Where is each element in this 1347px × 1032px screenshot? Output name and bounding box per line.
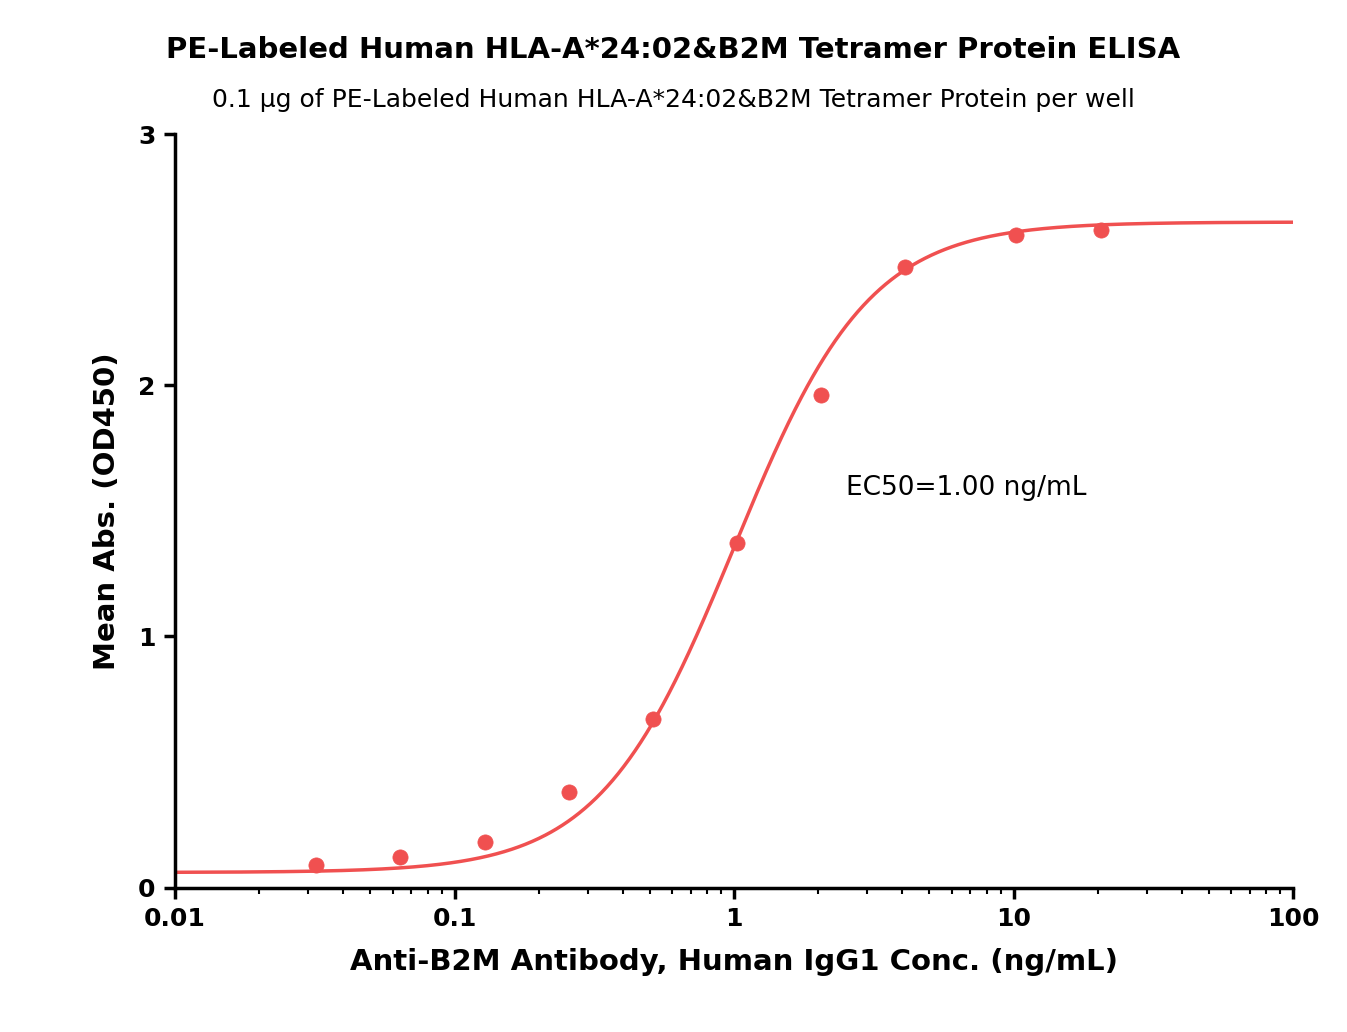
Point xyxy=(1006,226,1028,243)
Point xyxy=(558,784,579,801)
Point xyxy=(726,536,748,552)
Point xyxy=(811,387,832,404)
Point xyxy=(1090,221,1111,237)
Point xyxy=(306,857,327,873)
Y-axis label: Mean Abs. (OD450): Mean Abs. (OD450) xyxy=(93,352,121,670)
Point xyxy=(389,849,411,866)
Text: 0.1 μg of PE-Labeled Human HLA-A*24:02&B2M Tetramer Protein per well: 0.1 μg of PE-Labeled Human HLA-A*24:02&B… xyxy=(211,88,1136,111)
Text: PE-Labeled Human HLA-A*24:02&B2M Tetramer Protein ELISA: PE-Labeled Human HLA-A*24:02&B2M Tetrame… xyxy=(167,36,1180,64)
Point xyxy=(474,834,496,850)
Point xyxy=(894,259,916,276)
Text: EC50=1.00 ng/mL: EC50=1.00 ng/mL xyxy=(846,476,1087,502)
X-axis label: Anti-B2M Antibody, Human IgG1 Conc. (ng/mL): Anti-B2M Antibody, Human IgG1 Conc. (ng/… xyxy=(350,947,1118,975)
Point xyxy=(643,711,664,728)
